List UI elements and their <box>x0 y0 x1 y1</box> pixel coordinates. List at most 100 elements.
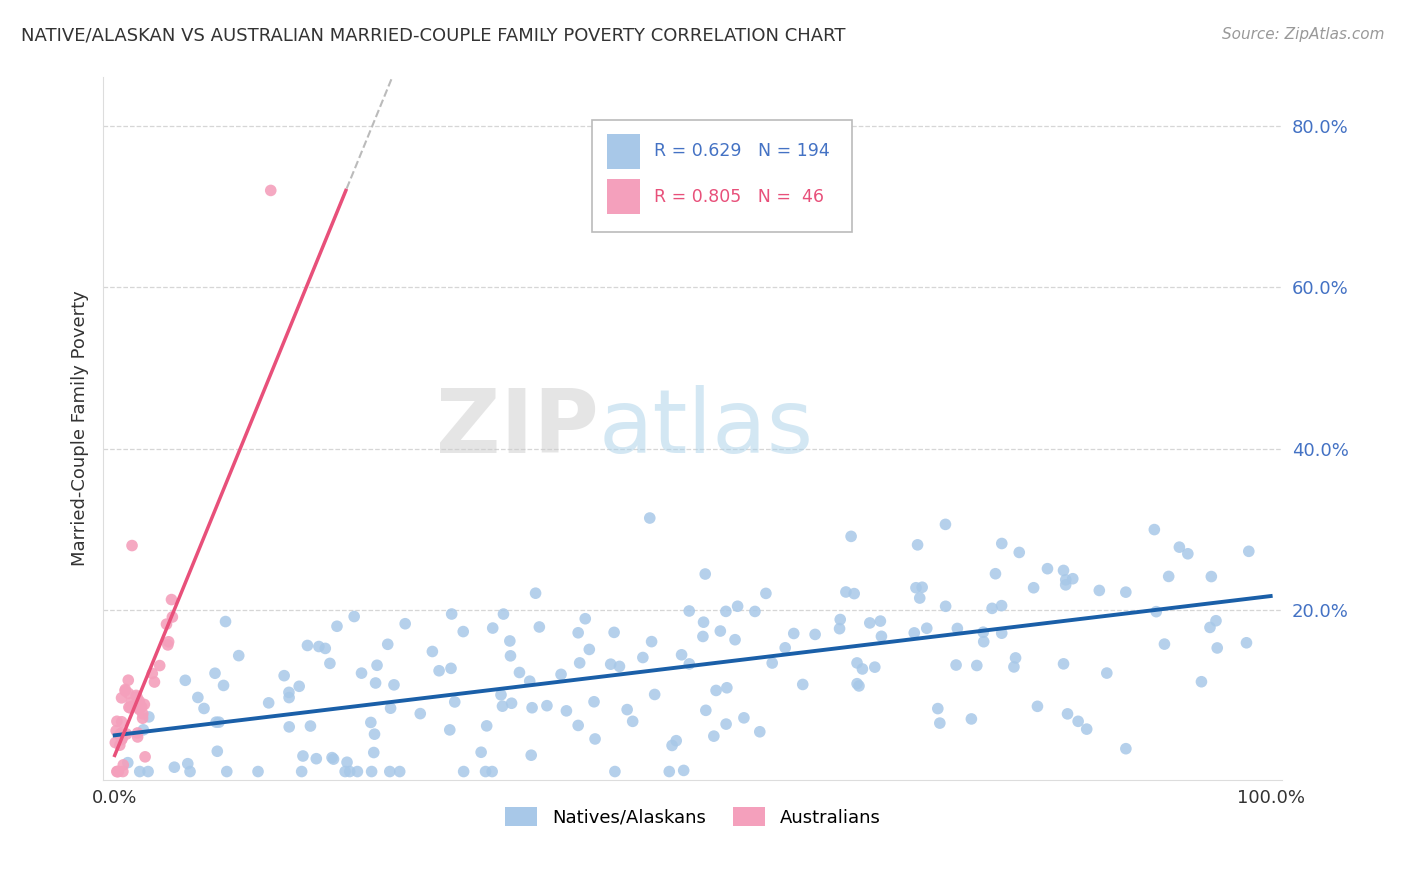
Point <box>308 640 330 654</box>
Point <box>177 756 200 771</box>
Point <box>692 615 714 630</box>
Point <box>174 673 197 688</box>
Point <box>117 756 139 770</box>
Point <box>1191 674 1213 689</box>
Point <box>363 746 385 760</box>
Point <box>127 726 149 740</box>
Point <box>131 711 153 725</box>
Point <box>907 538 929 552</box>
Point <box>257 696 280 710</box>
Point <box>1036 562 1059 576</box>
Point <box>378 764 401 779</box>
Point <box>128 702 150 716</box>
Point <box>695 567 717 582</box>
Point <box>972 625 994 640</box>
Point <box>1062 572 1084 586</box>
Point <box>1144 605 1167 619</box>
Point <box>727 599 749 614</box>
Point <box>621 714 644 729</box>
Point <box>519 674 541 689</box>
Point <box>499 648 522 663</box>
Point <box>114 683 136 698</box>
Point <box>179 764 201 779</box>
Point <box>792 677 814 691</box>
Point <box>204 666 226 681</box>
Point <box>1008 545 1031 559</box>
Point <box>111 732 134 747</box>
Point <box>427 664 450 678</box>
Point <box>1143 523 1166 537</box>
Point <box>470 745 492 759</box>
Point <box>839 529 862 543</box>
Point <box>567 718 589 732</box>
Point <box>443 695 465 709</box>
Point <box>844 586 866 600</box>
Point <box>138 710 160 724</box>
Point <box>529 620 551 634</box>
Point <box>127 700 149 714</box>
Point <box>366 658 388 673</box>
Point <box>846 656 869 670</box>
Point <box>555 704 578 718</box>
Bar <box>606 179 640 214</box>
Point <box>394 616 416 631</box>
Point <box>277 685 299 699</box>
Point <box>1206 640 1229 655</box>
FancyBboxPatch shape <box>592 120 852 232</box>
Point <box>360 715 382 730</box>
Point <box>193 701 215 715</box>
Point <box>671 648 693 662</box>
Point <box>128 701 150 715</box>
Point <box>134 698 156 712</box>
Point <box>1002 660 1025 674</box>
Point <box>105 723 128 738</box>
Point <box>567 625 589 640</box>
Point <box>640 634 662 648</box>
Point <box>105 714 128 729</box>
Point <box>346 764 368 779</box>
Point <box>1054 573 1077 587</box>
Point <box>288 679 311 693</box>
Point <box>863 660 886 674</box>
Point <box>111 731 134 746</box>
Text: ZIP: ZIP <box>436 385 599 472</box>
Point <box>120 696 142 710</box>
Point <box>134 749 156 764</box>
Point <box>440 607 463 621</box>
Point <box>927 701 949 715</box>
Point <box>1236 636 1258 650</box>
Point <box>716 681 738 695</box>
Point <box>1115 741 1137 756</box>
Point <box>111 764 134 779</box>
Point <box>703 729 725 743</box>
Point <box>128 694 150 708</box>
Point <box>755 586 778 600</box>
Point <box>709 624 731 638</box>
Point <box>207 744 229 758</box>
Point <box>1076 722 1098 736</box>
Text: NATIVE/ALASKAN VS AUSTRALIAN MARRIED-COUPLE FAMILY POVERTY CORRELATION CHART: NATIVE/ALASKAN VS AUSTRALIAN MARRIED-COU… <box>21 27 845 45</box>
Point <box>363 727 385 741</box>
Point <box>118 700 141 714</box>
Point <box>489 688 512 702</box>
Point <box>380 701 402 715</box>
Point <box>990 599 1012 613</box>
Point <box>214 615 236 629</box>
Point <box>121 539 143 553</box>
Point <box>773 640 796 655</box>
Point <box>474 764 496 779</box>
Point <box>481 764 503 779</box>
Point <box>260 183 283 197</box>
Point <box>299 719 322 733</box>
Point <box>830 613 852 627</box>
Point <box>644 688 666 702</box>
Point <box>127 730 149 744</box>
Point <box>869 614 891 628</box>
Point <box>1199 620 1222 634</box>
Point <box>388 764 411 779</box>
Point <box>343 609 366 624</box>
Point <box>205 715 228 730</box>
Point <box>187 690 209 705</box>
Point <box>108 738 131 752</box>
Point <box>1052 564 1074 578</box>
